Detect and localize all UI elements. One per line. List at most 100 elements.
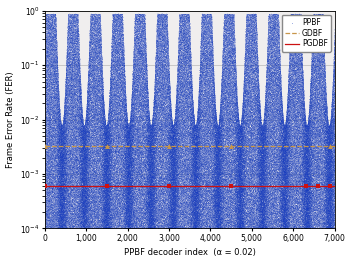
PPBF	[77, 158, 83, 163]
PPBF	[87, 52, 93, 57]
PPBF	[68, 164, 73, 168]
PPBF	[243, 211, 248, 215]
PPBF	[269, 59, 274, 63]
PPBF	[118, 199, 124, 203]
PPBF	[97, 172, 103, 176]
PPBF	[90, 115, 95, 119]
PPBF	[122, 134, 128, 138]
PPBF	[112, 72, 118, 76]
PPBF	[43, 164, 48, 168]
PPBF	[107, 108, 113, 112]
PPBF	[303, 147, 309, 151]
PPBF	[231, 68, 237, 72]
PPBF	[147, 225, 153, 229]
PPBF	[262, 196, 267, 200]
PPBF	[252, 59, 258, 63]
PPBF	[280, 153, 285, 157]
PPBF	[256, 177, 262, 181]
PPBF	[254, 134, 259, 138]
PPBF	[174, 112, 179, 117]
PPBF	[186, 80, 191, 85]
PPBF	[124, 138, 129, 142]
PPBF	[52, 175, 58, 179]
PPBF	[175, 108, 181, 112]
PPBF	[313, 24, 319, 28]
PPBF	[191, 119, 196, 123]
PPBF	[236, 199, 241, 204]
PPBF	[97, 115, 103, 119]
PPBF	[45, 39, 51, 43]
PPBF	[144, 95, 150, 99]
PPBF	[286, 156, 291, 161]
PPBF	[151, 142, 156, 146]
PPBF	[202, 178, 208, 182]
PPBF	[226, 200, 231, 205]
PPBF	[95, 17, 101, 22]
PPBF	[142, 157, 148, 161]
PPBF	[261, 175, 267, 179]
PPBF	[84, 154, 89, 159]
PPBF	[123, 219, 129, 223]
PPBF	[273, 110, 279, 115]
PPBF	[192, 216, 198, 220]
PPBF	[101, 210, 107, 215]
PPBF	[177, 125, 182, 129]
PPBF	[87, 60, 93, 64]
PPBF	[328, 166, 333, 170]
PPBF	[314, 178, 320, 182]
PPBF	[319, 112, 324, 116]
PPBF	[114, 72, 120, 77]
PPBF	[230, 163, 235, 167]
PPBF	[126, 178, 132, 182]
PPBF	[171, 203, 177, 207]
PPBF	[194, 129, 200, 133]
PPBF	[219, 89, 224, 93]
PPBF	[130, 115, 135, 120]
PPBF	[72, 155, 78, 160]
PPBF	[271, 170, 277, 175]
PPBF	[160, 162, 166, 166]
PPBF	[74, 190, 79, 194]
PPBF	[103, 153, 109, 157]
PPBF	[147, 221, 152, 225]
PPBF	[49, 123, 54, 127]
PPBF	[224, 90, 229, 95]
PPBF	[173, 185, 178, 189]
PPBF	[47, 65, 53, 70]
PPBF	[248, 129, 253, 134]
PPBF	[322, 121, 327, 125]
PPBF	[201, 112, 207, 117]
PPBF	[225, 13, 230, 17]
PPBF	[142, 147, 147, 151]
PPBF	[72, 188, 77, 193]
PPBF	[302, 150, 307, 154]
PPBF	[298, 125, 303, 129]
PPBF	[173, 148, 178, 153]
PPBF	[112, 127, 118, 131]
PPBF	[187, 56, 192, 60]
PPBF	[211, 86, 216, 90]
PPBF	[149, 211, 155, 215]
PPBF	[293, 41, 298, 45]
PPBF	[163, 19, 168, 23]
PPBF	[180, 126, 186, 130]
PPBF	[185, 206, 191, 210]
PPBF	[134, 155, 140, 159]
PPBF	[268, 166, 273, 170]
PPBF	[317, 29, 323, 33]
PPBF	[195, 165, 201, 169]
PPBF	[230, 24, 236, 28]
PPBF	[314, 148, 320, 153]
PPBF	[317, 148, 323, 153]
PPBF	[144, 217, 150, 221]
PPBF	[126, 136, 132, 141]
PPBF	[143, 109, 148, 113]
PPBF	[284, 103, 290, 107]
PPBF	[164, 107, 170, 111]
PPBF	[97, 17, 102, 21]
PPBF	[49, 82, 55, 86]
PPBF	[306, 147, 311, 151]
PPBF	[195, 111, 200, 115]
PPBF	[219, 220, 225, 225]
PPBF	[123, 140, 128, 144]
